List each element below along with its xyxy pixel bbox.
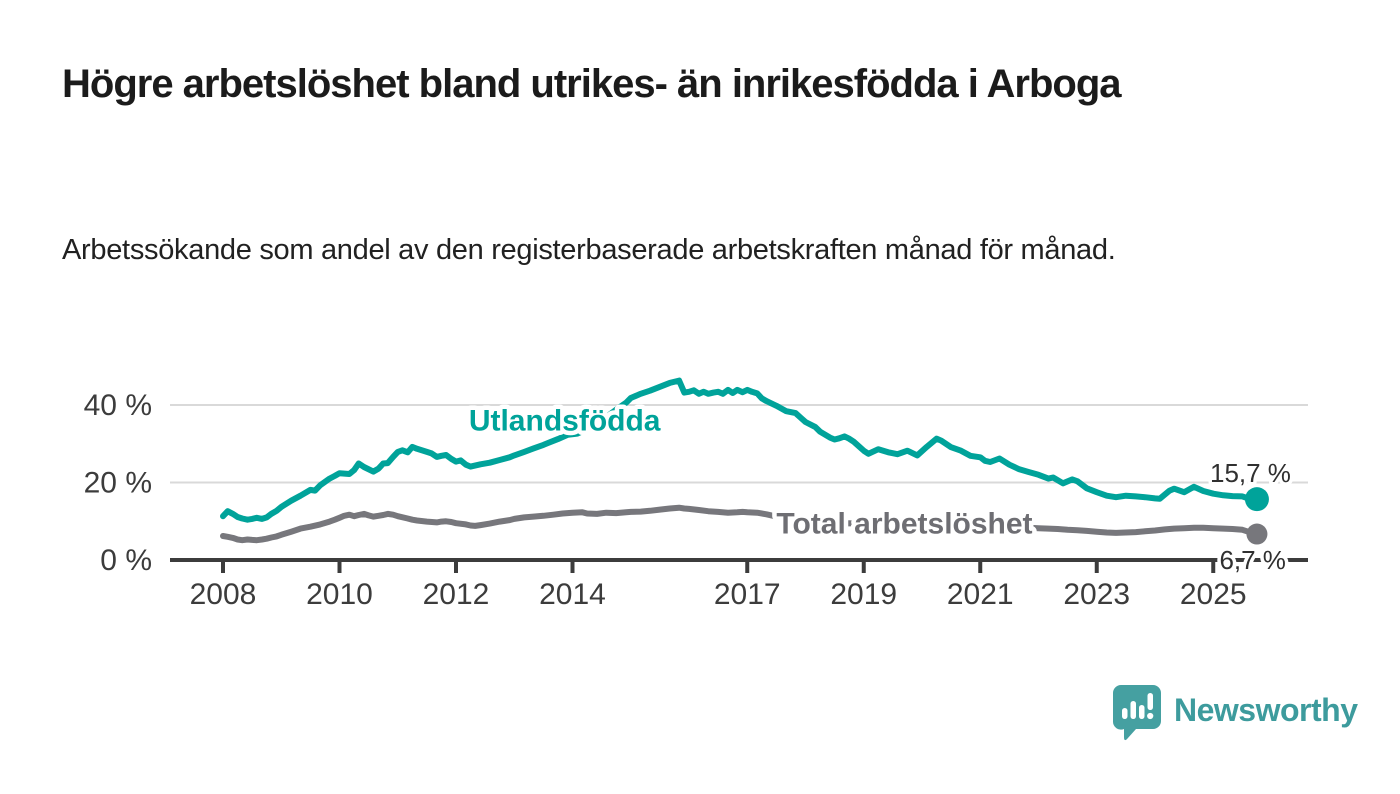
page-title: Högre arbetslöshet bland utrikes- än inr… (62, 62, 1122, 106)
series-label-utlandsfodda: Utlandsfödda (469, 405, 661, 438)
exclamation-dot (1147, 712, 1154, 720)
x-tick-label-2008: 2008 (190, 578, 257, 611)
chart-subtitle: Arbetssökande som andel av den registerb… (62, 234, 1116, 266)
x-tick-label-2010: 2010 (306, 578, 373, 611)
series-end-dot-utlandsfodda (1244, 487, 1269, 512)
x-tick-label-2019: 2019 (830, 578, 897, 611)
x-tick-label-2025: 2025 (1180, 578, 1247, 611)
y-tick-label-0: 0 % (100, 544, 152, 577)
y-tick-label-20: 20 % (84, 467, 152, 500)
x-tick-label-2021: 2021 (947, 578, 1014, 611)
bar-2 (1130, 701, 1136, 719)
bar-1 (1122, 708, 1128, 719)
end-value-label-utlandsfodda: 15,7 % (1210, 458, 1291, 488)
x-tick-label-2023: 2023 (1063, 578, 1130, 611)
series-label-total-arbetsloshet: Total arbetslöshet (776, 507, 1032, 540)
logo-text: Newsworthy (1174, 691, 1358, 728)
series-end-dot-total (1246, 523, 1268, 545)
x-tick-label-2014: 2014 (539, 578, 606, 611)
y-tick-label-40: 40 % (84, 389, 152, 422)
speech-bubble-shape (1112, 685, 1161, 741)
exclamation-stem (1147, 693, 1153, 710)
series-line-utlandsf-dda (220, 377, 1260, 523)
speech-bubble-bar-chart-icon (1112, 685, 1161, 741)
bar-3 (1139, 705, 1145, 719)
x-tick-label-2012: 2012 (423, 578, 490, 611)
series-line-total-arbetsl-shet (220, 504, 1260, 544)
x-tick-label-2017: 2017 (714, 578, 781, 611)
end-value-label-total: 6,7 % (1219, 545, 1286, 575)
newsworthy-logo: Newsworthy (1112, 684, 1358, 742)
